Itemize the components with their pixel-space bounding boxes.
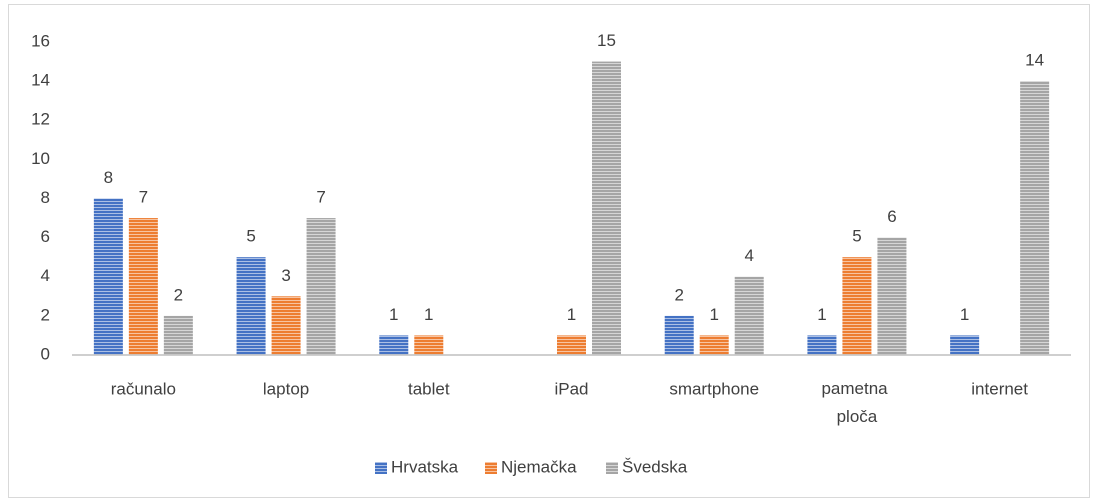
bar (842, 257, 872, 355)
data-label: 1 (424, 305, 433, 324)
data-label: 3 (281, 266, 290, 285)
data-label: 1 (389, 305, 398, 324)
bar (93, 198, 123, 355)
data-label: 7 (139, 188, 148, 207)
y-tick-label: 4 (41, 266, 50, 285)
y-tick-label: 10 (31, 149, 50, 168)
y-tick-label: 6 (41, 227, 50, 246)
legend-swatch (606, 462, 618, 474)
y-tick-label: 2 (41, 305, 50, 324)
y-tick-label: 14 (31, 71, 50, 90)
bar (379, 335, 409, 355)
legend-swatch (485, 462, 497, 474)
data-label: 5 (852, 227, 861, 246)
x-tick-label: računalo (111, 379, 176, 398)
y-tick-label: 0 (41, 344, 50, 363)
data-label: 7 (316, 188, 325, 207)
bar (1020, 81, 1050, 355)
bar (699, 335, 729, 355)
bar (950, 335, 980, 355)
x-tick-label: pametna ploča (821, 379, 892, 426)
data-label: 14 (1025, 51, 1044, 70)
legend-label: Švedska (622, 457, 688, 476)
bar (236, 257, 266, 355)
data-label: 1 (817, 305, 826, 324)
data-label: 2 (674, 285, 683, 304)
bar (557, 335, 586, 355)
data-label: 15 (597, 31, 616, 50)
bar (734, 276, 764, 355)
data-label: 8 (104, 168, 113, 187)
x-tick-label: laptop (263, 379, 309, 398)
bar (807, 335, 837, 355)
x-tick-label: smartphone (669, 379, 759, 398)
data-label: 6 (887, 207, 896, 226)
x-tick-label: iPad (554, 379, 588, 398)
x-tick-label: internet (971, 379, 1028, 398)
legend-label: Hrvatska (391, 457, 459, 476)
chart-frame (8, 4, 1090, 498)
y-tick-label: 12 (31, 110, 50, 129)
legend-label: Njemačka (501, 457, 577, 476)
y-tick-label: 16 (31, 31, 50, 50)
data-label: 4 (744, 246, 753, 265)
legend-swatch (375, 462, 387, 474)
x-tick-label: tablet (408, 379, 450, 398)
bar (163, 315, 193, 355)
data-label: 2 (174, 285, 183, 304)
bar (306, 218, 336, 355)
data-label: 1 (709, 305, 718, 324)
bar (877, 237, 907, 355)
bar (664, 315, 694, 355)
bar (271, 296, 301, 355)
bar (592, 61, 621, 355)
y-tick-label: 8 (41, 188, 50, 207)
bar (128, 218, 158, 355)
data-label: 1 (567, 305, 576, 324)
data-label: 1 (960, 305, 969, 324)
data-label: 5 (246, 227, 255, 246)
bar (414, 335, 444, 355)
